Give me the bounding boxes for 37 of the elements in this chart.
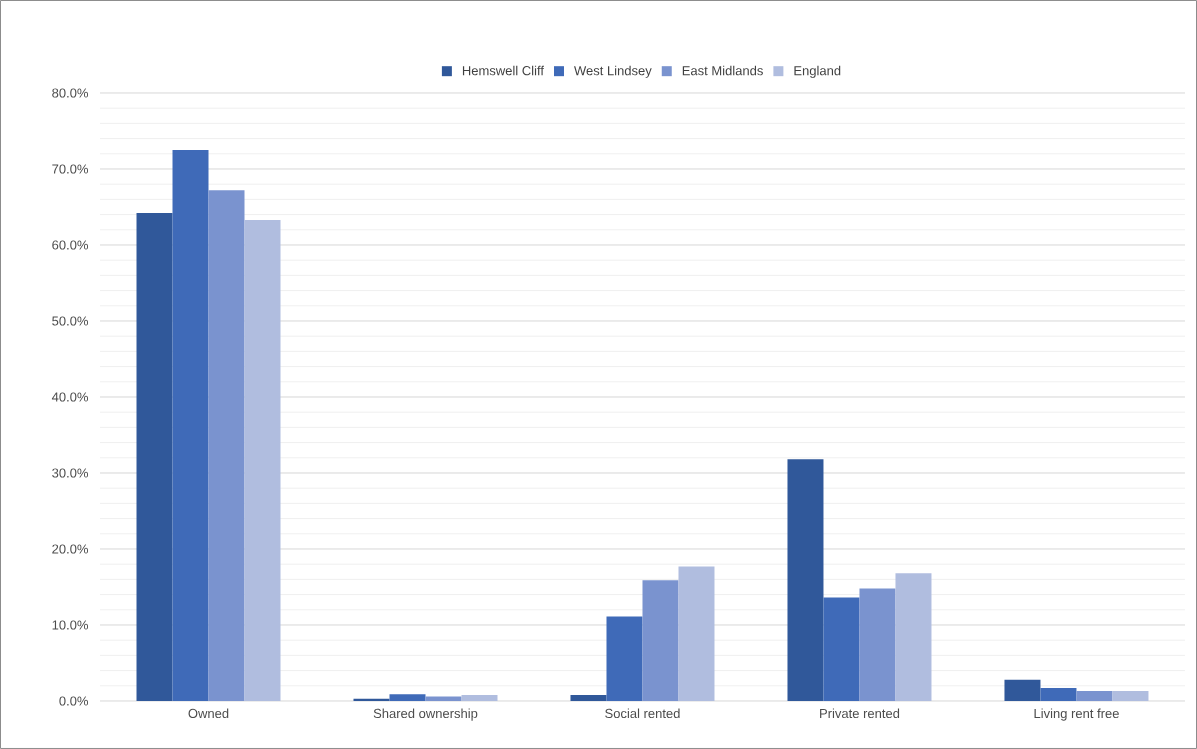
bar <box>172 149 209 701</box>
bar <box>425 696 462 701</box>
bar <box>678 566 715 701</box>
bar <box>244 219 281 701</box>
y-tick-label: 80.0% <box>52 88 89 98</box>
y-tick-label: 10.0% <box>52 620 89 630</box>
legend-label: East Midlands <box>682 65 763 76</box>
bar <box>208 190 245 701</box>
y-tick-label: 70.0% <box>52 164 89 174</box>
y-tick-label: 30.0% <box>52 468 89 478</box>
x-tick-label: Private rented <box>820 708 900 719</box>
y-tick-label: 50.0% <box>52 316 89 326</box>
y-tick-label: 20.0% <box>52 544 89 554</box>
bar <box>570 694 607 701</box>
x-tick-label: Shared ownership <box>373 708 478 721</box>
legend-label: Hemswell Cliff <box>462 65 544 76</box>
x-tick-label: Living rent free <box>1034 708 1119 721</box>
x-tick-label: Owned <box>188 708 229 719</box>
y-tick-label: 0.0% <box>59 696 89 706</box>
legend-label: England <box>794 65 841 78</box>
y-tick-label: 40.0% <box>51 392 89 402</box>
y-tick-label: 60.0% <box>52 240 89 250</box>
x-tick-label: Social rented <box>605 708 680 719</box>
bar <box>136 213 173 701</box>
bar <box>1040 688 1077 701</box>
bar <box>895 573 932 701</box>
bar <box>859 588 896 701</box>
legend-label: West Lindsey <box>574 65 652 78</box>
bar <box>389 694 426 701</box>
bar <box>787 459 824 701</box>
bar <box>1076 691 1113 701</box>
bar <box>823 597 860 701</box>
bar <box>1004 679 1041 701</box>
bar <box>461 694 498 701</box>
bar <box>606 616 643 701</box>
bar <box>642 580 679 701</box>
bar <box>1112 691 1149 701</box>
